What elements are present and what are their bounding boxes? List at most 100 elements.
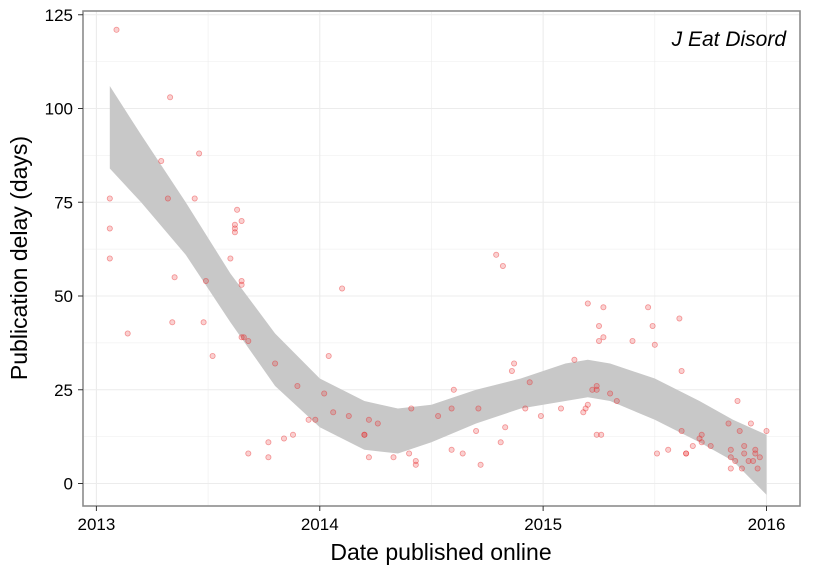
data-point — [234, 206, 241, 213]
data-point — [593, 386, 600, 393]
x-axis-ticks: 2013 2014 2015 2016 — [77, 506, 785, 534]
data-point — [209, 352, 216, 359]
data-point — [651, 341, 658, 348]
data-point — [589, 386, 596, 393]
data-point — [361, 431, 368, 438]
data-point — [294, 382, 301, 389]
data-point — [600, 334, 607, 341]
data-point — [645, 304, 652, 311]
data-point — [754, 465, 761, 472]
data-point — [124, 330, 131, 337]
data-point — [738, 465, 745, 472]
data-point — [280, 435, 287, 442]
y-axis-ticks: 0 25 50 75 100 125 — [45, 6, 83, 494]
data-point — [412, 461, 419, 468]
data-point — [502, 424, 509, 431]
data-point — [200, 319, 207, 326]
data-point — [654, 450, 661, 457]
data-point — [649, 322, 656, 329]
data-point — [725, 420, 732, 427]
y-tick-label: 25 — [54, 381, 73, 400]
data-point — [522, 405, 529, 412]
data-point — [734, 397, 741, 404]
data-point — [240, 334, 247, 341]
data-point — [732, 457, 739, 464]
x-tick-label: 2013 — [77, 515, 115, 534]
data-point — [473, 427, 480, 434]
data-point — [339, 285, 346, 292]
x-tick-label: 2016 — [748, 515, 786, 534]
data-point — [593, 431, 600, 438]
data-point — [459, 450, 466, 457]
data-point — [345, 412, 352, 419]
data-point — [475, 405, 482, 412]
data-point — [227, 255, 234, 262]
data-point — [238, 281, 245, 288]
data-point — [596, 322, 603, 329]
data-point — [665, 446, 672, 453]
data-point — [477, 461, 484, 468]
data-point — [361, 431, 368, 438]
data-point — [736, 427, 743, 434]
data-point — [745, 457, 752, 464]
data-point — [191, 195, 198, 202]
data-point — [593, 382, 600, 389]
data-point — [238, 277, 245, 284]
plot-frame — [82, 10, 801, 507]
data-point — [526, 379, 533, 386]
data-point — [321, 390, 328, 397]
data-point — [365, 416, 372, 423]
data-point — [289, 431, 296, 438]
data-point — [750, 457, 757, 464]
data-point — [689, 442, 696, 449]
smooth-confidence-band — [109, 86, 767, 495]
data-point — [707, 442, 714, 449]
data-point — [678, 427, 685, 434]
data-point — [584, 401, 591, 408]
journal-annotation: J Eat Disord — [671, 28, 788, 51]
data-point — [312, 416, 319, 423]
data-point — [558, 405, 565, 412]
data-point — [493, 251, 500, 258]
data-point — [231, 221, 238, 228]
data-point — [596, 337, 603, 344]
data-point — [696, 435, 703, 442]
data-point — [678, 367, 685, 374]
data-point — [741, 450, 748, 457]
data-point — [265, 439, 272, 446]
x-tick-label: 2014 — [301, 515, 339, 534]
data-point — [763, 427, 770, 434]
data-point — [245, 450, 252, 457]
data-point — [613, 397, 620, 404]
data-point — [231, 225, 238, 232]
data-point — [600, 304, 607, 311]
data-point — [238, 217, 245, 224]
data-point — [756, 454, 763, 461]
data-point — [167, 94, 174, 101]
data-point — [607, 390, 614, 397]
data-point — [158, 157, 165, 164]
data-point — [265, 454, 272, 461]
data-point — [169, 319, 176, 326]
data-point — [752, 450, 759, 457]
data-point — [499, 262, 506, 269]
data-point — [164, 195, 171, 202]
x-tick-label: 2015 — [524, 515, 562, 534]
data-point — [106, 195, 113, 202]
data-point — [629, 337, 636, 344]
data-point — [202, 277, 209, 284]
data-point — [406, 450, 413, 457]
data-point — [727, 465, 734, 472]
data-point — [580, 409, 587, 416]
y-tick-label: 75 — [54, 193, 73, 212]
data-point — [537, 412, 544, 419]
y-tick-label: 125 — [45, 6, 73, 25]
data-point — [448, 446, 455, 453]
data-point — [508, 367, 515, 374]
y-axis-label: Publication delay (days) — [6, 136, 32, 380]
data-point — [747, 420, 754, 427]
data-point — [511, 360, 518, 367]
data-point — [683, 450, 690, 457]
data-points — [106, 26, 770, 472]
data-point — [435, 412, 442, 419]
